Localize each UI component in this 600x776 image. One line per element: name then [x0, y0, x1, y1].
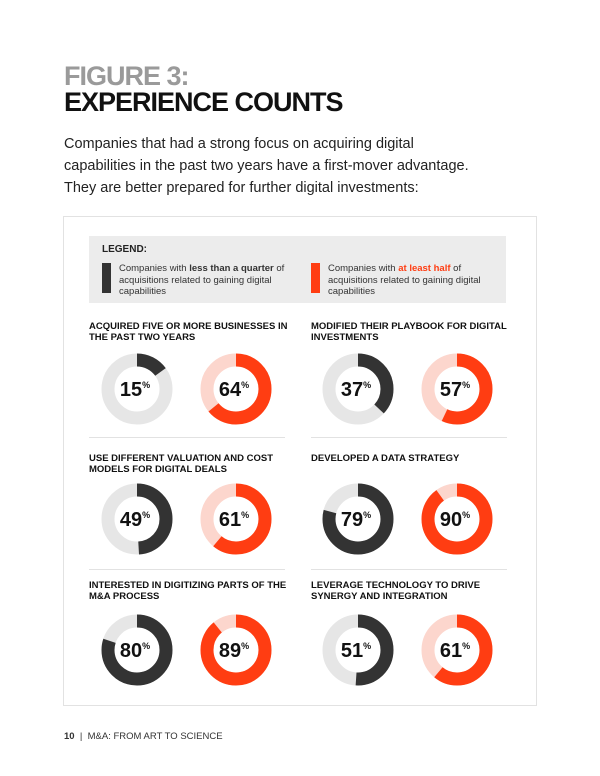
donut-arc	[421, 614, 493, 686]
donut-value-label: 89%	[219, 640, 249, 662]
donut-arc	[200, 353, 272, 425]
orange-donut: 90%	[421, 483, 493, 555]
panel-title: ACQUIRED FIVE OR MORE BUSINESSES IN THE …	[89, 321, 288, 343]
orange-donut: 61%	[200, 483, 272, 555]
orange-donut: 57%	[421, 353, 493, 425]
panel-title: INTERESTED IN DIGITIZING PARTS OF THE M&…	[89, 580, 287, 602]
legend-item-dark: Companies with less than a quarter of ac…	[119, 263, 285, 297]
divider	[89, 569, 285, 570]
legend-item-orange: Companies with at least half of acquisit…	[328, 263, 481, 297]
donut-value-label: 57%	[440, 379, 470, 401]
donut-arc	[322, 483, 394, 555]
divider	[311, 569, 507, 570]
donut-value-label: 15%	[120, 379, 150, 401]
donut-arc	[421, 353, 493, 425]
donut-value-label: 61%	[440, 640, 470, 662]
dark-donut: 79%	[322, 483, 394, 555]
donut-value-label: 79%	[341, 509, 371, 531]
figure-label: FIGURE 3:	[64, 61, 190, 91]
donut-arc	[322, 353, 394, 425]
donut-value-label: 49%	[120, 509, 150, 531]
donut-value-label: 64%	[219, 379, 249, 401]
figure-frame	[63, 216, 537, 706]
donut-value-label: 80%	[120, 640, 150, 662]
legend-swatch-orange	[311, 263, 320, 293]
dark-donut: 15%	[101, 353, 173, 425]
donut-value-label: 61%	[219, 509, 249, 531]
dark-donut: 37%	[322, 353, 394, 425]
figure-title: EXPERIENCE COUNTS	[64, 87, 344, 117]
orange-donut: 89%	[200, 614, 272, 686]
donut-value-label: 51%	[341, 640, 371, 662]
panel-title: DEVELOPED A DATA STRATEGY	[311, 453, 460, 464]
divider	[89, 437, 285, 438]
panel-title: LEVERAGE TECHNOLOGY TO DRIVE SYNERGY AND…	[311, 580, 481, 602]
dark-donut: 80%	[101, 614, 173, 686]
donut-value-label: 90%	[440, 509, 470, 531]
dark-donut: 49%	[101, 483, 173, 555]
page-footer: 10 | M&A: FROM ART TO SCIENCE	[64, 731, 223, 742]
donut-arc	[101, 614, 173, 686]
donut-arc	[421, 483, 493, 555]
donut-value-label: 37%	[341, 379, 371, 401]
legend: LEGEND: Companies with less than a quart…	[89, 236, 506, 303]
dark-donut: 51%	[322, 614, 394, 686]
orange-donut: 61%	[421, 614, 493, 686]
donut-arc	[322, 614, 394, 686]
legend-title: LEGEND:	[102, 244, 147, 255]
legend-swatch-dark	[102, 263, 111, 293]
panel-title: MODIFIED THEIR PLAYBOOK FOR DIGITAL INVE…	[311, 321, 507, 343]
panel-title: USE DIFFERENT VALUATION AND COST MODELS …	[89, 453, 274, 475]
intro-text: Companies that had a strong focus on acq…	[64, 136, 469, 196]
orange-donut: 64%	[200, 353, 272, 425]
donut-arc	[101, 353, 173, 425]
divider	[311, 437, 507, 438]
donut-arc	[200, 483, 272, 555]
donut-arc	[101, 483, 173, 555]
donut-arc	[200, 614, 272, 686]
